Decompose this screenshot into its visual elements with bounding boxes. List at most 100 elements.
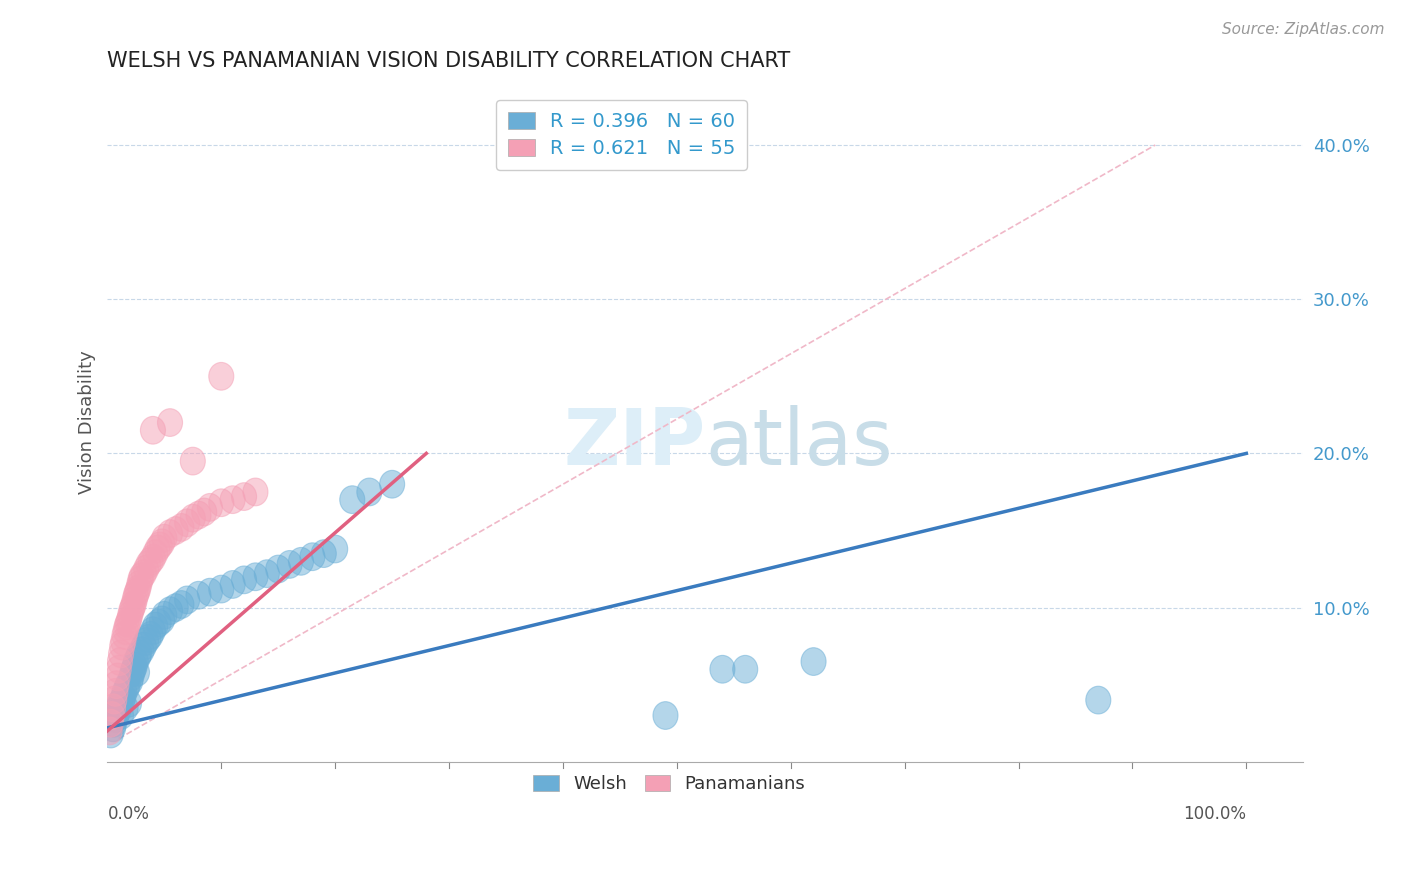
Ellipse shape — [101, 714, 125, 742]
Ellipse shape — [232, 566, 256, 594]
Ellipse shape — [243, 563, 269, 591]
Y-axis label: Vision Disability: Vision Disability — [79, 351, 96, 494]
Text: 0.0%: 0.0% — [107, 805, 149, 823]
Ellipse shape — [157, 597, 183, 624]
Ellipse shape — [98, 709, 124, 737]
Ellipse shape — [112, 622, 136, 649]
Ellipse shape — [152, 601, 177, 629]
Ellipse shape — [101, 686, 127, 714]
Ellipse shape — [710, 656, 735, 683]
Ellipse shape — [266, 555, 291, 582]
Ellipse shape — [104, 671, 129, 698]
Ellipse shape — [380, 470, 405, 498]
Ellipse shape — [103, 705, 128, 732]
Ellipse shape — [288, 548, 314, 575]
Ellipse shape — [146, 609, 172, 637]
Ellipse shape — [357, 478, 382, 506]
Ellipse shape — [122, 652, 148, 680]
Ellipse shape — [125, 578, 149, 606]
Ellipse shape — [105, 698, 131, 726]
Ellipse shape — [97, 717, 122, 745]
Ellipse shape — [107, 648, 132, 675]
Ellipse shape — [145, 535, 170, 563]
Ellipse shape — [118, 663, 143, 690]
Ellipse shape — [134, 628, 159, 656]
Ellipse shape — [149, 529, 174, 557]
Ellipse shape — [112, 694, 138, 722]
Ellipse shape — [129, 563, 155, 591]
Ellipse shape — [136, 624, 160, 652]
Ellipse shape — [142, 612, 167, 640]
Ellipse shape — [104, 702, 129, 730]
Text: 100.0%: 100.0% — [1184, 805, 1246, 823]
Ellipse shape — [243, 478, 269, 506]
Ellipse shape — [174, 586, 200, 614]
Ellipse shape — [152, 524, 177, 552]
Ellipse shape — [169, 514, 194, 541]
Ellipse shape — [112, 679, 136, 706]
Ellipse shape — [197, 578, 222, 606]
Legend: Welsh, Panamanians: Welsh, Panamanians — [526, 767, 813, 800]
Ellipse shape — [101, 694, 125, 722]
Ellipse shape — [163, 594, 188, 622]
Ellipse shape — [107, 694, 131, 722]
Text: WELSH VS PANAMANIAN VISION DISABILITY CORRELATION CHART: WELSH VS PANAMANIAN VISION DISABILITY CO… — [107, 51, 790, 70]
Ellipse shape — [186, 582, 211, 609]
Ellipse shape — [127, 571, 152, 599]
Ellipse shape — [115, 609, 141, 637]
Ellipse shape — [801, 648, 827, 675]
Ellipse shape — [322, 535, 347, 563]
Ellipse shape — [141, 417, 166, 444]
Ellipse shape — [299, 543, 325, 571]
Ellipse shape — [134, 555, 159, 582]
Ellipse shape — [110, 686, 135, 714]
Ellipse shape — [125, 643, 150, 671]
Ellipse shape — [138, 548, 163, 575]
Ellipse shape — [1085, 686, 1111, 714]
Ellipse shape — [131, 560, 156, 588]
Text: atlas: atlas — [706, 405, 893, 481]
Ellipse shape — [110, 632, 135, 660]
Text: Source: ZipAtlas.com: Source: ZipAtlas.com — [1222, 22, 1385, 37]
Ellipse shape — [148, 532, 173, 560]
Ellipse shape — [101, 709, 127, 737]
Ellipse shape — [652, 702, 678, 730]
Ellipse shape — [115, 671, 141, 698]
Ellipse shape — [125, 658, 149, 686]
Ellipse shape — [107, 690, 132, 717]
Ellipse shape — [208, 489, 233, 516]
Ellipse shape — [136, 550, 160, 578]
Ellipse shape — [98, 720, 124, 747]
Ellipse shape — [208, 575, 233, 603]
Ellipse shape — [197, 493, 222, 521]
Ellipse shape — [122, 586, 148, 614]
Ellipse shape — [180, 504, 205, 532]
Ellipse shape — [277, 550, 302, 578]
Ellipse shape — [157, 409, 183, 436]
Ellipse shape — [142, 540, 167, 567]
Ellipse shape — [733, 656, 758, 683]
Ellipse shape — [191, 498, 217, 526]
Ellipse shape — [118, 597, 143, 624]
Ellipse shape — [125, 575, 150, 603]
Ellipse shape — [117, 606, 142, 634]
Ellipse shape — [149, 606, 174, 634]
Ellipse shape — [114, 673, 139, 702]
Ellipse shape — [174, 509, 200, 537]
Ellipse shape — [221, 486, 245, 514]
Ellipse shape — [121, 656, 146, 683]
Ellipse shape — [120, 658, 145, 686]
Ellipse shape — [127, 640, 152, 668]
Ellipse shape — [186, 501, 211, 529]
Ellipse shape — [108, 640, 134, 668]
Ellipse shape — [124, 648, 149, 675]
Ellipse shape — [111, 628, 136, 656]
Ellipse shape — [340, 486, 364, 514]
Ellipse shape — [141, 617, 166, 645]
Ellipse shape — [141, 544, 166, 572]
Ellipse shape — [111, 683, 136, 711]
Ellipse shape — [180, 447, 205, 475]
Ellipse shape — [107, 656, 131, 683]
Ellipse shape — [120, 594, 145, 622]
Text: ZIP: ZIP — [562, 405, 706, 481]
